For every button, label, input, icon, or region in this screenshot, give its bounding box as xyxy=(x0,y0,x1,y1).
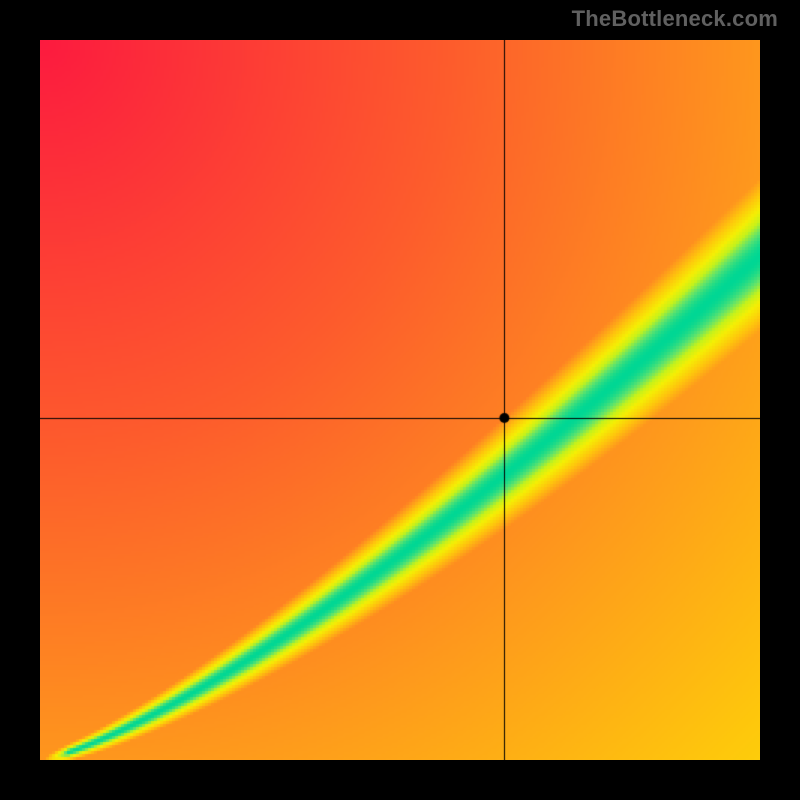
bottleneck-heatmap xyxy=(40,40,760,760)
watermark-text: TheBottleneck.com xyxy=(572,6,778,32)
chart-container: { "watermark": { "text": "TheBottleneck.… xyxy=(0,0,800,800)
